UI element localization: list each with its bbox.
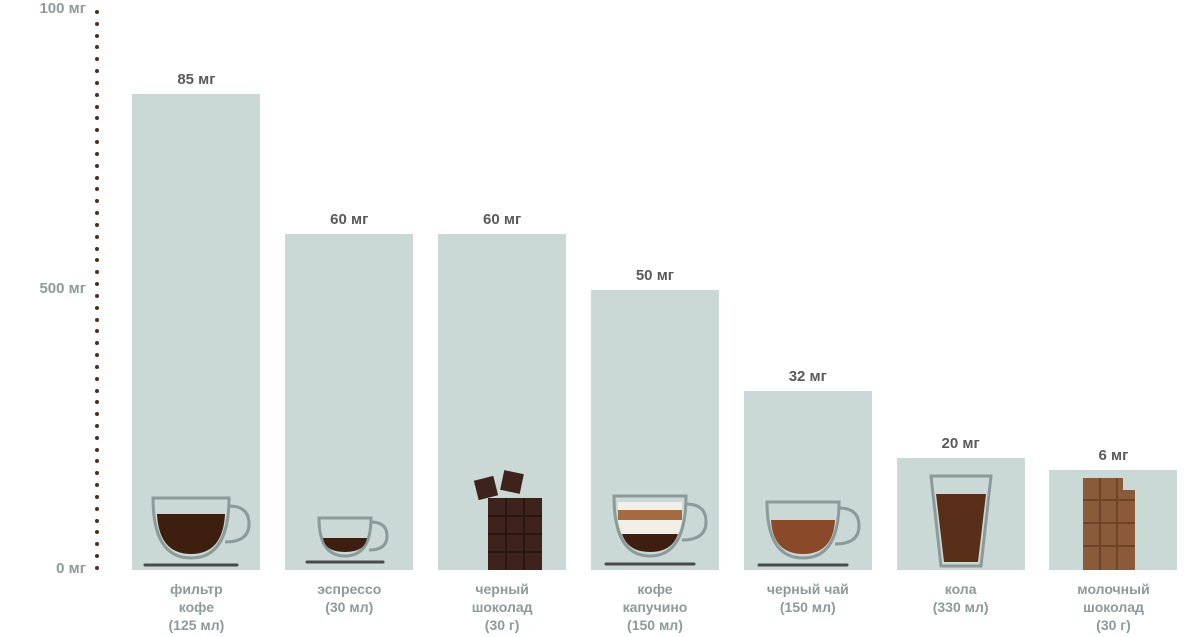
bar-rect: [1049, 470, 1177, 570]
category-label-line: (30 г): [430, 616, 575, 634]
bar-rect: [132, 94, 260, 570]
category-label: кофекапучино(150 мл): [582, 580, 727, 635]
bar-rect: [438, 234, 566, 570]
cappuccino-icon: [591, 470, 719, 570]
bar-value-label: 20 мг: [942, 435, 980, 452]
category-label-line: (125 мл): [124, 616, 269, 634]
bar-value-label: 32 мг: [789, 368, 827, 385]
category-label-line: черный: [430, 580, 575, 598]
category-label-line: (30 мл): [277, 598, 422, 616]
bar-column: 60 мг: [277, 211, 422, 570]
category-label-line: шоколад: [430, 598, 575, 616]
bar-value-label: 50 мг: [636, 267, 674, 284]
category-label-line: шоколад: [1041, 598, 1186, 616]
category-label-line: капучино: [582, 598, 727, 616]
caffeine-bar-chart: 100 мг 500 мг 0 мг 85 мг 60 мг 60 мг 50 мг: [0, 0, 1200, 637]
category-label-line: (150 мл): [735, 598, 880, 616]
x-axis-labels: фильтркофе(125 мл)эспрессо(30 мл)черныйш…: [120, 580, 1190, 635]
category-label-line: (330 мл): [888, 598, 1033, 616]
bar-column: 85 мг: [124, 71, 269, 570]
bar-value-label: 6 мг: [1099, 447, 1129, 464]
milk-chocolate-icon: [1049, 470, 1177, 570]
bar-rect: [285, 234, 413, 570]
bar-column: 32 мг: [735, 368, 880, 570]
category-label-line: фильтр: [124, 580, 269, 598]
category-label: фильтркофе(125 мл): [124, 580, 269, 635]
bar-rect: [897, 458, 1025, 570]
category-label: молочныйшоколад(30 г): [1041, 580, 1186, 635]
bar-column: 60 мг: [430, 211, 575, 570]
category-label: черный чай(150 мл): [735, 580, 880, 635]
category-label-line: (150 мл): [582, 616, 727, 634]
category-label-line: эспрессо: [277, 580, 422, 598]
category-label-line: кола: [888, 580, 1033, 598]
category-label: черныйшоколад(30 г): [430, 580, 575, 635]
y-axis-dotted-line: [95, 10, 99, 570]
y-axis-label: 0 мг: [6, 560, 86, 577]
bar-value-label: 60 мг: [483, 211, 521, 228]
bar-rect: [591, 290, 719, 570]
category-label: эспрессо(30 мл): [277, 580, 422, 635]
bar-value-label: 60 мг: [330, 211, 368, 228]
espresso-icon: [285, 470, 413, 570]
cola-icon: [897, 470, 1025, 570]
bar-column: 50 мг: [582, 267, 727, 570]
category-label-line: кофе: [124, 598, 269, 616]
bar-rect: [744, 391, 872, 570]
bars-area: 85 мг 60 мг 60 мг 50 мг: [120, 10, 1190, 570]
bar-value-label: 85 мг: [177, 71, 215, 88]
y-axis-label: 500 мг: [6, 280, 86, 297]
y-axis-label: 100 мг: [6, 0, 86, 17]
category-label-line: (30 г): [1041, 616, 1186, 634]
category-label-line: молочный: [1041, 580, 1186, 598]
dark-chocolate-icon: [438, 470, 566, 570]
bar-column: 20 мг: [888, 435, 1033, 570]
bar-column: 6 мг: [1041, 447, 1186, 570]
category-label-line: черный чай: [735, 580, 880, 598]
black-tea-icon: [744, 470, 872, 570]
category-label-line: кофе: [582, 580, 727, 598]
filter-coffee-icon: [132, 470, 260, 570]
category-label: кола(330 мл): [888, 580, 1033, 635]
